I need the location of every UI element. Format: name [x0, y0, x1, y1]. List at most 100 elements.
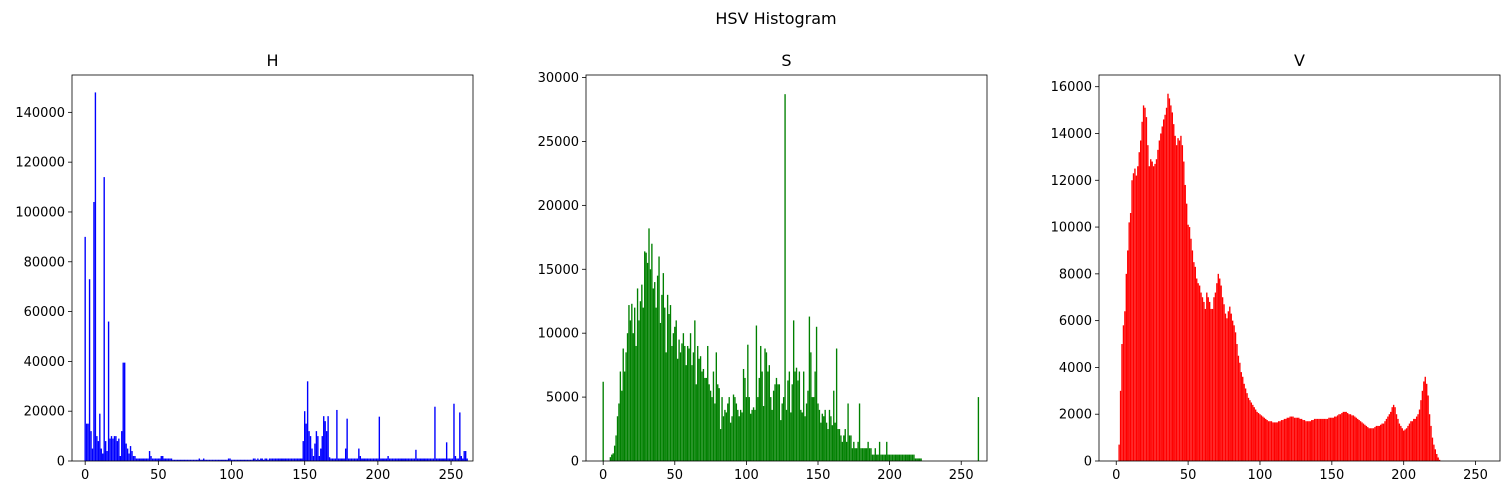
bar: [176, 459, 179, 461]
bar: [1226, 318, 1228, 461]
y-tick-label: 140000: [15, 106, 65, 121]
bar: [385, 458, 388, 461]
y-tick-label: 12000: [1051, 174, 1092, 189]
bar: [268, 458, 271, 461]
bar: [625, 352, 627, 461]
bar: [263, 459, 265, 461]
bar: [692, 352, 695, 461]
bar: [1131, 180, 1133, 461]
bar: [850, 435, 852, 461]
bar: [621, 390, 623, 461]
bar: [96, 436, 98, 461]
bar: [429, 458, 432, 461]
bar: [1318, 418, 1320, 461]
bar: [419, 458, 422, 461]
bar: [1305, 421, 1307, 461]
bar: [1372, 428, 1375, 461]
bar: [644, 251, 646, 461]
bar: [880, 454, 882, 461]
bar: [1231, 320, 1234, 461]
bar: [248, 459, 250, 461]
bar: [421, 458, 423, 461]
y-tick-label: 15000: [538, 263, 579, 278]
bar: [169, 458, 171, 461]
bar: [761, 371, 763, 461]
bar: [1367, 427, 1369, 461]
bar: [1247, 397, 1250, 461]
bar: [900, 454, 902, 461]
bar: [1260, 415, 1263, 461]
bar: [818, 409, 821, 461]
bar: [340, 458, 342, 461]
bar: [1214, 292, 1217, 461]
bar: [289, 458, 291, 461]
bar: [232, 459, 234, 461]
bar: [1430, 425, 1432, 461]
bar: [1207, 297, 1209, 461]
bar: [387, 456, 389, 461]
bar: [1344, 411, 1346, 461]
bar: [1194, 266, 1196, 461]
bar: [464, 451, 467, 461]
y-tick-label: 60000: [24, 305, 65, 320]
bar: [1263, 417, 1265, 461]
bar: [728, 397, 730, 461]
bar: [1296, 417, 1299, 461]
bar: [1154, 163, 1156, 461]
bar: [744, 377, 746, 461]
bar: [1211, 308, 1214, 461]
bar: [808, 316, 811, 461]
bar: [887, 454, 889, 461]
bar: [284, 458, 287, 461]
bar: [1119, 390, 1122, 461]
bar: [1426, 383, 1428, 461]
bar: [1280, 420, 1283, 461]
bar: [364, 458, 366, 461]
bar: [914, 458, 917, 461]
bar: [738, 416, 740, 461]
bar: [1197, 283, 1199, 461]
y-tick-label: 0: [57, 455, 65, 470]
bar: [1438, 459, 1441, 461]
bar: [321, 436, 323, 461]
bar: [1204, 308, 1207, 461]
x-tick-label: 100: [219, 468, 244, 483]
bar: [1286, 417, 1288, 461]
bar: [602, 381, 604, 461]
bar: [118, 438, 120, 461]
bar: [274, 458, 277, 461]
bar: [1118, 444, 1120, 461]
bar: [792, 320, 795, 461]
bar: [312, 456, 315, 461]
bar: [223, 459, 225, 461]
bar: [412, 458, 414, 461]
bar: [287, 458, 290, 461]
bar: [1249, 400, 1251, 461]
bar: [1331, 417, 1333, 461]
bar: [1405, 428, 1408, 461]
bar: [1380, 424, 1382, 461]
bar: [898, 454, 901, 461]
bar: [888, 454, 891, 461]
bar: [1198, 285, 1201, 461]
bar: [110, 436, 113, 461]
bar: [428, 458, 430, 461]
bar: [167, 458, 170, 461]
bar: [1295, 417, 1297, 461]
bar: [311, 448, 313, 461]
y-tick-label: 14000: [1051, 127, 1092, 142]
bar: [400, 458, 402, 461]
bar: [372, 458, 375, 461]
bar: [825, 422, 828, 461]
x-tick-label: 200: [877, 468, 902, 483]
bar: [767, 371, 769, 461]
bar: [1158, 140, 1161, 461]
bar: [1403, 430, 1405, 461]
bar: [774, 384, 776, 461]
bar: [714, 403, 716, 461]
bar: [840, 435, 842, 461]
bar: [1128, 222, 1130, 461]
bar: [1341, 413, 1343, 461]
bar: [795, 367, 798, 461]
bar: [422, 458, 424, 461]
